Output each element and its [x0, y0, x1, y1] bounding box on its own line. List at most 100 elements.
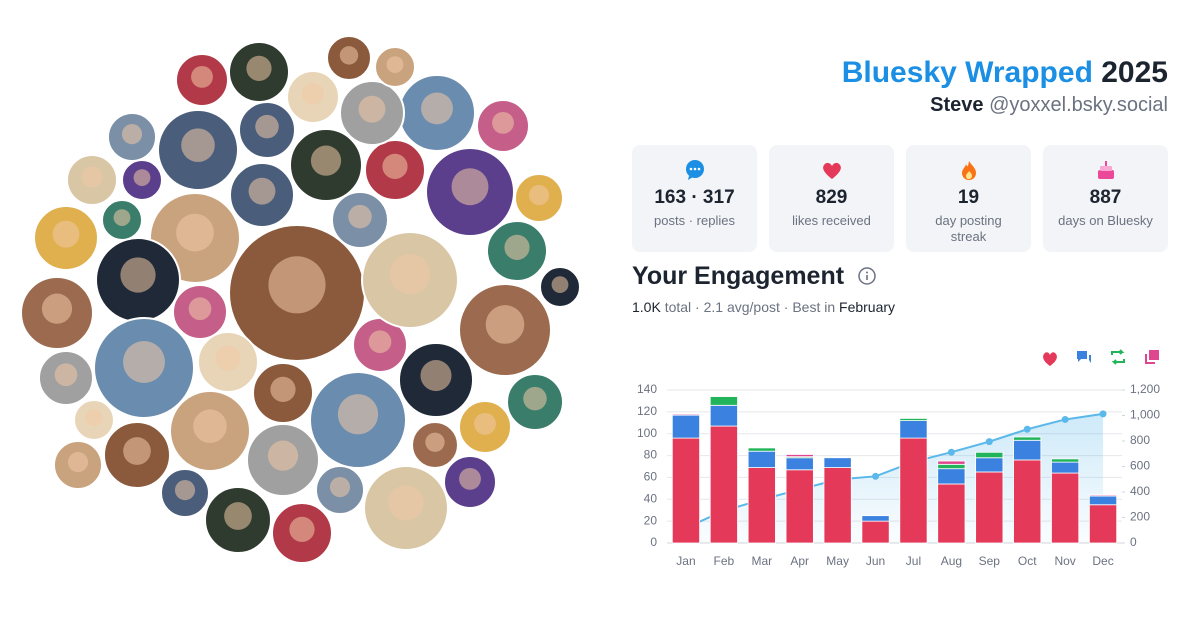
section-title: Your Engagement	[632, 262, 877, 291]
avatar-face	[425, 432, 445, 452]
x-tick-label: Mar	[751, 554, 772, 568]
stat-label: day posting streak	[935, 213, 1002, 244]
stat-card: 19 day posting streak	[906, 145, 1031, 252]
stat-value: 887	[1089, 187, 1122, 208]
bar-segment	[1013, 439, 1042, 461]
stat-label: likes received	[792, 213, 871, 228]
y-tick-label: 20	[644, 513, 658, 527]
best-month: February	[839, 299, 896, 315]
avatar-face	[81, 166, 103, 188]
avatar-face	[67, 452, 89, 473]
bar-segment	[823, 457, 852, 468]
y-tick-label: 120	[637, 404, 657, 418]
avatar-face	[348, 204, 372, 229]
avatar-face	[368, 330, 392, 354]
bar-segment	[785, 454, 814, 458]
summary: 1.0K total · 2.1 avg/post · Best in Febr…	[632, 299, 895, 315]
stat-value: 163 · 317	[654, 187, 735, 208]
avatar-face	[52, 220, 80, 248]
y2-tick-label: 400	[1130, 484, 1150, 498]
bar-segment	[709, 404, 738, 427]
avatar-face	[120, 257, 156, 293]
avatar-face	[310, 145, 342, 176]
avatar-cloud	[20, 35, 581, 564]
avatar-face	[193, 409, 227, 444]
avatar-face	[246, 55, 272, 81]
avatar-face	[528, 185, 550, 206]
avatar-face	[289, 516, 315, 543]
stat-value: 19	[957, 187, 980, 208]
chart: 0 20 40 60 80 100 120 140 0 200 400 600 800 1,000 1,20…	[637, 349, 1160, 568]
avatar-face	[121, 124, 143, 145]
legend-icon[interactable]	[1145, 350, 1159, 364]
bar-segment	[785, 457, 814, 471]
avatar-face	[133, 169, 151, 187]
avatar-face	[123, 341, 165, 383]
year: 2025	[1101, 56, 1168, 89]
stat-label: days on Bluesky	[1058, 213, 1153, 228]
bar-segment	[1051, 458, 1080, 463]
avatar-face	[123, 437, 151, 465]
avatar-face	[174, 480, 196, 501]
bar-segment	[747, 447, 776, 452]
bar-segment	[1013, 436, 1042, 441]
avatar-face	[337, 394, 379, 435]
icon	[685, 160, 704, 180]
legend-icon[interactable]	[1043, 352, 1057, 366]
avatar-face	[54, 363, 78, 387]
avatar-face	[388, 485, 424, 521]
bar-segment	[785, 469, 814, 544]
x-tick-label: Feb	[714, 554, 735, 568]
avatar-face	[421, 92, 453, 125]
bar-segment	[823, 467, 852, 544]
bar-segment	[1088, 504, 1118, 544]
line-point	[1061, 415, 1069, 423]
bar-segment	[671, 437, 701, 544]
bar-segment	[1051, 461, 1080, 474]
bar-segment	[937, 483, 966, 544]
icon	[1097, 161, 1114, 179]
bar-segment	[975, 457, 1004, 473]
icon	[822, 162, 841, 179]
bar-segment	[1051, 472, 1080, 544]
bar-segment	[899, 420, 928, 439]
total: 1.0K	[632, 299, 661, 315]
y-tick-label: 40	[644, 491, 658, 505]
avatar-face	[215, 345, 241, 371]
avatar-face	[382, 153, 408, 179]
bar-segment	[671, 414, 701, 439]
x-tick-label: Jul	[906, 554, 921, 568]
y-tick-label: 140	[637, 382, 657, 396]
avatar-face	[85, 409, 103, 426]
stat-label: posts · replies	[654, 213, 735, 228]
legend-icon[interactable]	[1077, 351, 1091, 363]
line-point	[985, 438, 993, 446]
avatar-face	[181, 128, 215, 162]
avatar-face	[41, 293, 73, 324]
avatar-face	[302, 82, 324, 105]
y2-tick-label: 800	[1130, 433, 1150, 447]
user: Steve @yoxxel.bsky.social	[930, 94, 1168, 117]
bar-segment	[937, 463, 966, 470]
y2-tick-label: 200	[1130, 510, 1150, 524]
legend-glyph	[1077, 351, 1091, 363]
avatar-face	[474, 412, 496, 435]
stat-card: 887 days on Bluesky	[1043, 145, 1168, 252]
y-tick-label: 0	[650, 535, 657, 549]
bar-segment	[937, 468, 966, 485]
avatar-face	[386, 56, 404, 73]
x-tick-label: Jun	[866, 554, 885, 568]
avatar-face	[504, 234, 530, 260]
avatar-face	[255, 114, 279, 139]
bar-segment	[709, 425, 738, 544]
avatar-face	[268, 256, 326, 314]
x-tick-label: Sep	[979, 554, 1001, 568]
icon	[961, 161, 976, 180]
bar-segment	[1088, 495, 1118, 506]
y2-tick-label: 1,000	[1130, 408, 1160, 422]
stat-value: 829	[815, 187, 848, 208]
legend-icon[interactable]	[1111, 349, 1125, 365]
avatar-face	[420, 360, 452, 392]
info-icon[interactable]	[857, 266, 877, 286]
